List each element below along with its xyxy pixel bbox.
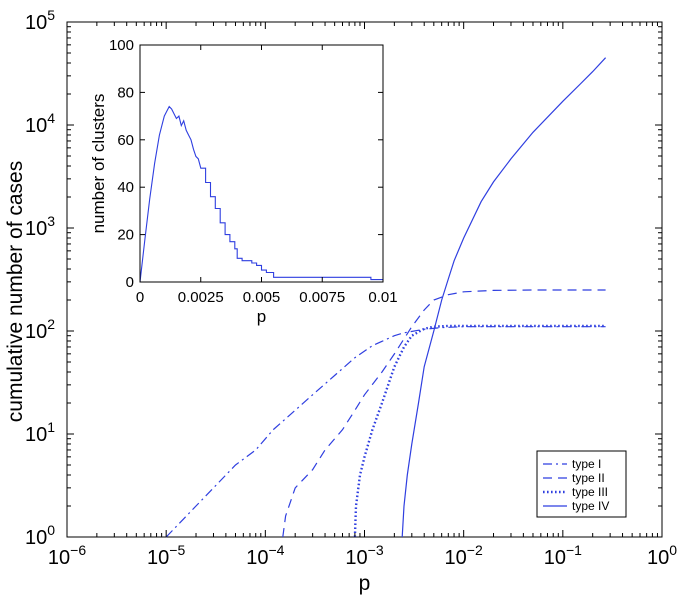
tick-exponent: −6 — [70, 542, 86, 558]
inset-y-tick-label: 60 — [117, 132, 134, 149]
tick-exponent: 2 — [47, 316, 55, 332]
inset-y-tick-label: 40 — [117, 179, 134, 196]
main-x-axis-label: p — [359, 572, 371, 595]
legend-label: type IV — [572, 499, 609, 513]
inset-plot: 0 0.0025 0.005 0.0075 0.01 0 20 40 60 80 100 p num… — [89, 37, 398, 326]
main-x-tick-label: 10−1 — [544, 542, 582, 569]
main-x-tick-label: 10−5 — [147, 542, 185, 569]
tick-exponent: 4 — [47, 110, 55, 126]
tick-exponent: 0 — [47, 522, 55, 538]
tick-base: 10 — [647, 547, 669, 569]
main-y-axis-label: cumulative number of cases — [4, 161, 27, 422]
main-x-tick-label: 10−3 — [345, 542, 383, 569]
inset-series-layer — [139, 105, 383, 283]
tick-exponent: −2 — [467, 542, 483, 558]
tick-base: 10 — [25, 12, 47, 34]
inset-x-tick-label: 0.005 — [243, 289, 281, 306]
tick-exponent: −5 — [169, 542, 185, 558]
inset-axis-ticks: 0 0.0025 0.005 0.0075 0.01 0 20 40 60 80 100 — [109, 37, 398, 306]
inset-y-tick-label: 20 — [117, 227, 134, 244]
main-x-tick-label: 10−2 — [445, 542, 483, 569]
tick-base: 10 — [544, 547, 566, 569]
main-y-tick-label: 105 — [25, 7, 55, 34]
tick-base: 10 — [25, 527, 47, 549]
inset-x-tick-label: 0.0075 — [299, 289, 345, 306]
main-plot: 10−6 10−5 10−4 10−3 10−2 10−1 1001001011021031… — [4, 7, 677, 595]
main-y-tick-label: 100 — [25, 522, 55, 549]
inset-x-tick-label: 0.0025 — [178, 289, 224, 306]
tick-base: 10 — [147, 547, 169, 569]
legend-label: type III — [572, 485, 608, 499]
main-series-layer — [165, 57, 607, 538]
tick-base: 10 — [445, 547, 467, 569]
tick-exponent: 5 — [47, 7, 55, 23]
tick-exponent: 1 — [47, 419, 55, 435]
series-line-type-iii — [353, 324, 606, 538]
tick-base: 10 — [25, 115, 47, 137]
inset-plot-background — [140, 45, 383, 282]
inset-y-axis-label: number of clusters — [89, 94, 108, 234]
main-y-tick-label: 103 — [25, 213, 55, 240]
inset-x-axis-label: p — [257, 307, 266, 326]
inset-y-tick-label: 80 — [117, 84, 134, 101]
main-y-tick-label: 104 — [25, 110, 55, 137]
inset-x-tick-label: 0.01 — [368, 289, 397, 306]
tick-base: 10 — [25, 424, 47, 446]
main-y-tick-label: 101 — [25, 419, 55, 446]
tick-base: 10 — [246, 547, 268, 569]
main-x-tick-label: 100 — [647, 542, 677, 569]
tick-exponent: 0 — [669, 542, 677, 558]
inset-y-tick-label: 100 — [109, 37, 134, 54]
legend-label: type I — [572, 457, 601, 471]
tick-exponent: 3 — [47, 213, 55, 229]
tick-base: 10 — [345, 547, 367, 569]
legend-label: type II — [572, 471, 605, 485]
inset-series-line — [139, 105, 383, 283]
tick-exponent: −3 — [368, 542, 384, 558]
series-line-type-iv — [401, 57, 607, 538]
tick-base: 10 — [25, 321, 47, 343]
tick-base: 10 — [48, 547, 70, 569]
tick-base: 10 — [25, 218, 47, 240]
main-x-tick-label: 10−4 — [246, 542, 284, 569]
inset-x-tick-label: 0 — [136, 289, 144, 306]
inset-y-tick-label: 0 — [126, 274, 134, 291]
main-y-tick-label: 102 — [25, 316, 55, 343]
tick-exponent: −1 — [566, 542, 582, 558]
main-axis-ticks: 10−6 10−5 10−4 10−3 10−2 10−1 1001001011021031… — [25, 7, 677, 569]
series-line-type-ii — [282, 289, 606, 538]
tick-exponent: −4 — [268, 542, 284, 558]
series-line-type-i — [165, 326, 606, 538]
main-x-tick-label: 10−6 — [48, 542, 86, 569]
